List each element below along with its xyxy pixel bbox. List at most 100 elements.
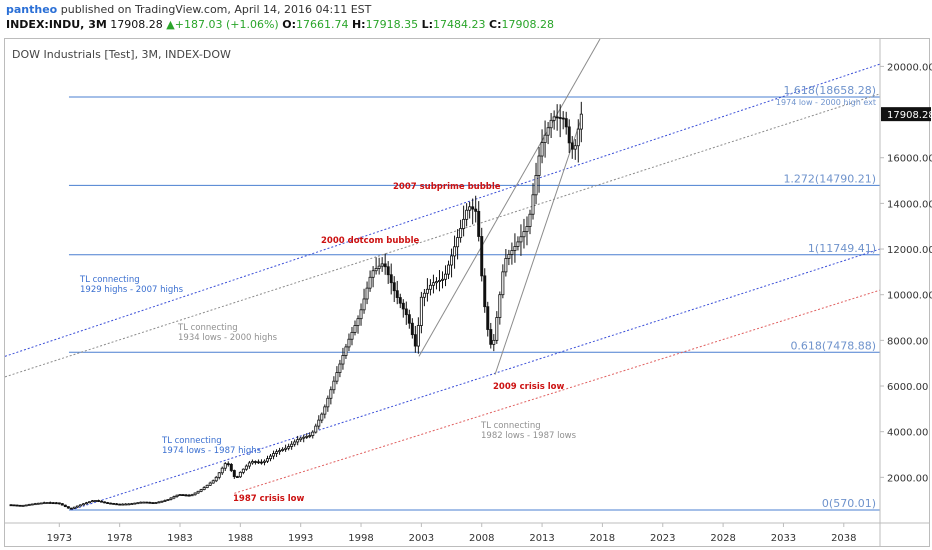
candle-body [272, 453, 276, 457]
candle-body [184, 494, 188, 497]
x-tick-label: 1988 [228, 533, 253, 544]
candle-body [456, 237, 460, 248]
candle-body [12, 504, 16, 507]
trendline [234, 289, 880, 494]
candle-body [558, 117, 562, 119]
trendline [494, 116, 583, 375]
y-tick-label: 12000.00 [887, 245, 932, 256]
candle-body [247, 462, 251, 467]
chart-annotation: TL connecting [177, 323, 238, 333]
candle-body [320, 413, 324, 421]
publish-info: published on TradingView.com, April 14, … [60, 3, 372, 16]
candle-body [338, 363, 342, 374]
candle-body [57, 502, 61, 505]
chart-annotation: 1987 crisis low [233, 494, 305, 504]
y-tick-label: 10000.00 [887, 291, 932, 302]
candle-body [459, 228, 463, 239]
candle-body [42, 502, 46, 505]
candle-body [398, 297, 402, 304]
fib-level-label: 0.618(7478.88) [790, 339, 876, 352]
candle-body [525, 226, 529, 233]
candle-body [232, 470, 236, 477]
candle-body [311, 431, 315, 436]
fib-level-label: 0(570.01) [822, 497, 876, 510]
candle-body [21, 505, 25, 507]
candle-body [169, 497, 173, 500]
candle-body [552, 116, 556, 121]
candle-body [112, 503, 116, 505]
candle-body [287, 446, 291, 449]
candle-body [253, 461, 257, 463]
candle-body [389, 274, 393, 284]
candle-body [507, 254, 511, 259]
candle-body [395, 290, 399, 298]
candle-body [522, 231, 526, 238]
x-tick-label: 1998 [348, 533, 373, 544]
last-price-label: 17908.28 [887, 110, 932, 121]
candle-body [528, 213, 532, 227]
fib-level-label: 1(11749.41) [808, 242, 876, 255]
candle-body [299, 437, 303, 441]
plot-area [5, 39, 880, 511]
last-price-tag [881, 107, 931, 122]
candle-body [489, 329, 493, 345]
candle-body [332, 380, 336, 391]
x-tick-label: 1983 [167, 533, 192, 544]
candle-body [241, 468, 245, 473]
candle-body [208, 482, 212, 486]
low-label: L: [421, 18, 433, 31]
candle-body [516, 241, 520, 247]
candle-body [127, 503, 131, 506]
open-value: 17661.74 [295, 18, 349, 31]
candle-body [269, 455, 273, 460]
candle-body [259, 461, 263, 464]
fib-level-label: 1.272(14790.21) [783, 172, 876, 185]
candle-body [136, 502, 140, 505]
candle-body [453, 246, 457, 257]
candle-body [350, 331, 354, 340]
x-tick-label: 2038 [831, 533, 856, 544]
candle-body [154, 502, 158, 504]
candle-body [437, 280, 441, 282]
candle-body [78, 504, 82, 507]
chart-title: DOW Industrials [Test], 3M, INDEX-DOW [12, 48, 231, 61]
candle-body [94, 500, 98, 502]
fib-level-label: 1.618(18658.28) [783, 84, 876, 97]
candle-body [444, 273, 448, 280]
candle-body [178, 494, 182, 497]
candle-body [335, 372, 339, 382]
candle-body [91, 500, 94, 503]
candle-body [142, 501, 146, 504]
candle-body [69, 507, 73, 510]
candle-body [284, 447, 288, 450]
low-value: 17484.23 [433, 18, 486, 31]
x-tick-label: 2008 [469, 533, 494, 544]
candle-body [54, 502, 58, 505]
x-tick-label: 2003 [409, 533, 434, 544]
candle-body [223, 463, 227, 469]
candle-body [60, 503, 64, 506]
candle-body [190, 494, 194, 497]
candle-body [244, 465, 248, 470]
candle-body [561, 117, 565, 120]
author-name[interactable]: pantheo [6, 3, 58, 16]
candle-body [564, 118, 568, 128]
candle-body [217, 472, 221, 478]
quote-line: INDEX:INDU, 3M 17908.28 ▲+187.03 (+1.06%… [6, 18, 554, 31]
candle-body [468, 206, 472, 211]
y-tick-label: 16000.00 [887, 154, 932, 165]
x-tick-label: 2013 [529, 533, 554, 544]
candle-body [72, 506, 76, 509]
candle-body [555, 116, 559, 119]
candle-body [166, 499, 170, 501]
candle-body [413, 334, 417, 347]
candle-body [103, 501, 107, 504]
last-price: 17908.28 [110, 18, 163, 31]
candle-body [187, 494, 191, 497]
candle-body [33, 503, 37, 506]
publish-line: pantheo published on TradingView.com, Ap… [6, 3, 371, 16]
high-value: 17918.35 [365, 18, 419, 31]
x-tick-label: 2023 [650, 533, 675, 544]
candle-body [441, 278, 444, 281]
